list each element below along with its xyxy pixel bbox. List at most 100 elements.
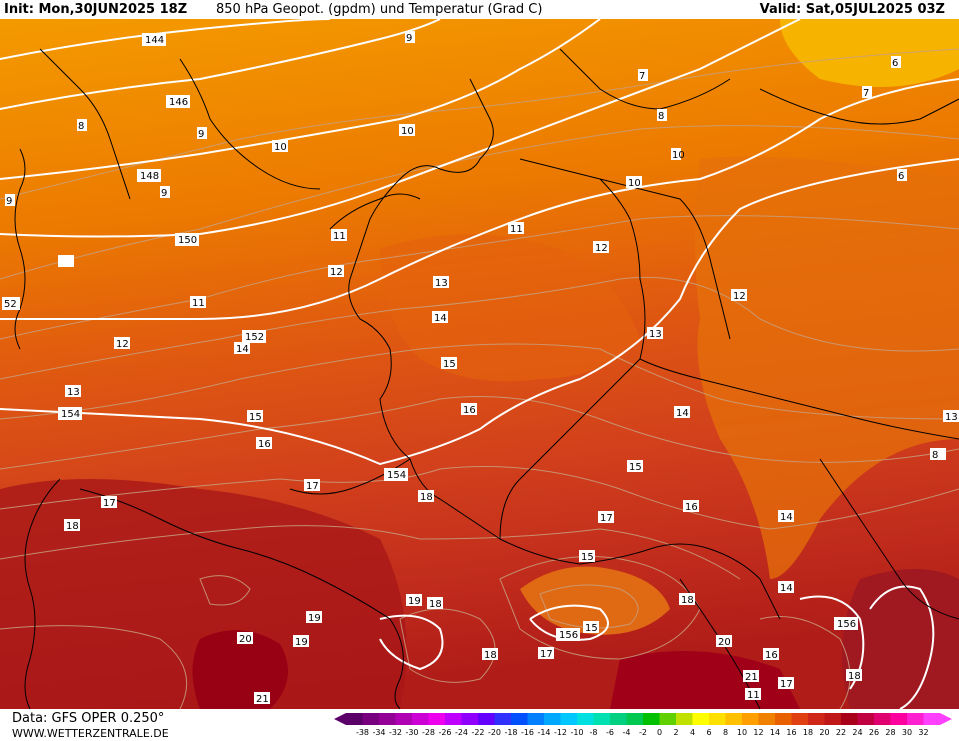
scale-tick-label: -12 [554, 728, 567, 737]
scale-tick-label: -26 [438, 728, 451, 737]
scale-swatch [593, 713, 610, 725]
temp-label: 14 [780, 512, 793, 523]
temp-label: 17 [780, 679, 793, 690]
geopot-label: 52 [4, 299, 17, 310]
scale-tick-label: 20 [819, 728, 829, 737]
temp-label: 16 [765, 650, 778, 661]
geopot-label: 156 [837, 619, 856, 630]
alps-cool-patch [520, 566, 670, 635]
temp-label: 8 [78, 121, 84, 132]
scale-swatch [395, 713, 412, 725]
scale-tick-label: -34 [372, 728, 385, 737]
temp-label: 6 [892, 58, 898, 69]
scale-tick-label: -2 [639, 728, 647, 737]
temp-label: 11 [192, 298, 205, 309]
temp-label: 17 [600, 513, 613, 524]
temp-label: 17 [540, 649, 553, 660]
scale-tick-label: 2 [673, 728, 678, 737]
temp-label: 7 [639, 71, 645, 82]
scale-swatch [923, 713, 940, 725]
temp-label: 19 [308, 613, 321, 624]
scale-swatch [907, 713, 924, 725]
temp-label: 14 [676, 408, 689, 419]
scale-tick-label: -10 [570, 728, 583, 737]
scale-swatch [709, 713, 726, 725]
map-title: 850 hPa Geopot. (gpdm) und Temperatur (G… [216, 2, 543, 17]
temp-label: 18 [681, 595, 694, 606]
temp-label: 13 [945, 412, 958, 423]
scale-tick-label: 6 [706, 728, 711, 737]
scale-tick-label: -30 [405, 728, 418, 737]
scale-swatch [643, 713, 660, 725]
temp-label: 13 [649, 329, 662, 340]
temp-label: 18 [66, 521, 79, 532]
scale-tick-label: 32 [918, 728, 928, 737]
cool-tongue-east [695, 156, 959, 579]
temp-label: 6 [898, 171, 904, 182]
geopot-label: 154 [387, 470, 406, 481]
temp-label: 12 [733, 291, 746, 302]
temp-label: 11 [333, 231, 346, 242]
scale-swatch [610, 713, 627, 725]
scale-tick-label: 10 [737, 728, 747, 737]
temp-label: 17 [306, 481, 319, 492]
color-scale: -38 -34 -32 -30 -28 -26 -24 -22 -20 -18 -16 -14 -12-… [334, 713, 952, 737]
scale-tick-label: 28 [885, 728, 895, 737]
scale-tick-label: 24 [852, 728, 862, 737]
geopot-label: 146 [169, 97, 188, 108]
scale-tick-label: -14 [537, 728, 550, 737]
scale-swatch [742, 713, 759, 725]
geopotential-contours [0, 19, 959, 709]
website-credit: WWW.WETTERZENTRALE.DE [12, 727, 169, 740]
temp-label: 21 [745, 672, 758, 683]
temp-label: 9 [161, 188, 167, 199]
germany-warm-core [380, 234, 640, 382]
temp-label: 15 [629, 462, 642, 473]
hot-patch-spain [192, 630, 288, 709]
temp-label: 10 [672, 150, 685, 161]
scale-tick-label: -6 [606, 728, 614, 737]
scale-swatch [346, 713, 363, 725]
temp-label: 9 [406, 33, 412, 44]
temp-label: 12 [116, 339, 129, 350]
scale-swatch [511, 713, 528, 725]
map-footer: Data: GFS OPER 0.250° WWW.WETTERZENTRALE… [0, 709, 959, 741]
geopot-label: 144 [145, 35, 164, 46]
data-source: Data: GFS OPER 0.250° [12, 711, 165, 726]
temp-label: 13 [435, 278, 448, 289]
hot-patch-east [842, 569, 959, 709]
geopot-label: 156 [559, 630, 578, 641]
scale-tick-label: -16 [521, 728, 534, 737]
geopot-label: 154 [61, 409, 80, 420]
temp-label: 15 [249, 412, 262, 423]
temp-label: 20 [718, 637, 731, 648]
temp-label: 8 [658, 111, 664, 122]
temp-label: 12 [595, 243, 608, 254]
scale-swatch [725, 713, 742, 725]
temp-label: 19 [408, 596, 421, 607]
temp-label: 11 [747, 690, 760, 701]
scale-swatch [676, 713, 693, 725]
temp-label: 15 [581, 552, 594, 563]
temp-label: 20 [239, 634, 252, 645]
scale-tick-label: 18 [803, 728, 813, 737]
temp-label: 8 [932, 450, 938, 461]
temp-label: 16 [258, 439, 271, 450]
temp-label: 10 [628, 178, 641, 189]
temp-label: 15 [443, 359, 456, 370]
temp-label: 7 [863, 88, 869, 99]
valid-time: Valid: Sat,05JUL2025 03Z [759, 2, 945, 17]
geopot-label: 152 [245, 332, 264, 343]
weather-map: 144 146 148 150 152 154 154 156 156 52 9… [0, 19, 959, 709]
scale-swatch [758, 713, 775, 725]
scale-tick-label: 0 [657, 728, 662, 737]
scale-tick-label: 30 [902, 728, 912, 737]
scale-tick-label: -20 [488, 728, 501, 737]
init-time: Init: Mon,30JUN2025 18Z [4, 2, 188, 17]
scale-swatch [791, 713, 808, 725]
hot-zone-southwest [0, 479, 407, 709]
scale-swatch [494, 713, 511, 725]
temp-label: 18 [848, 671, 861, 682]
scale-swatch [445, 713, 462, 725]
scale-swatch [890, 713, 907, 725]
